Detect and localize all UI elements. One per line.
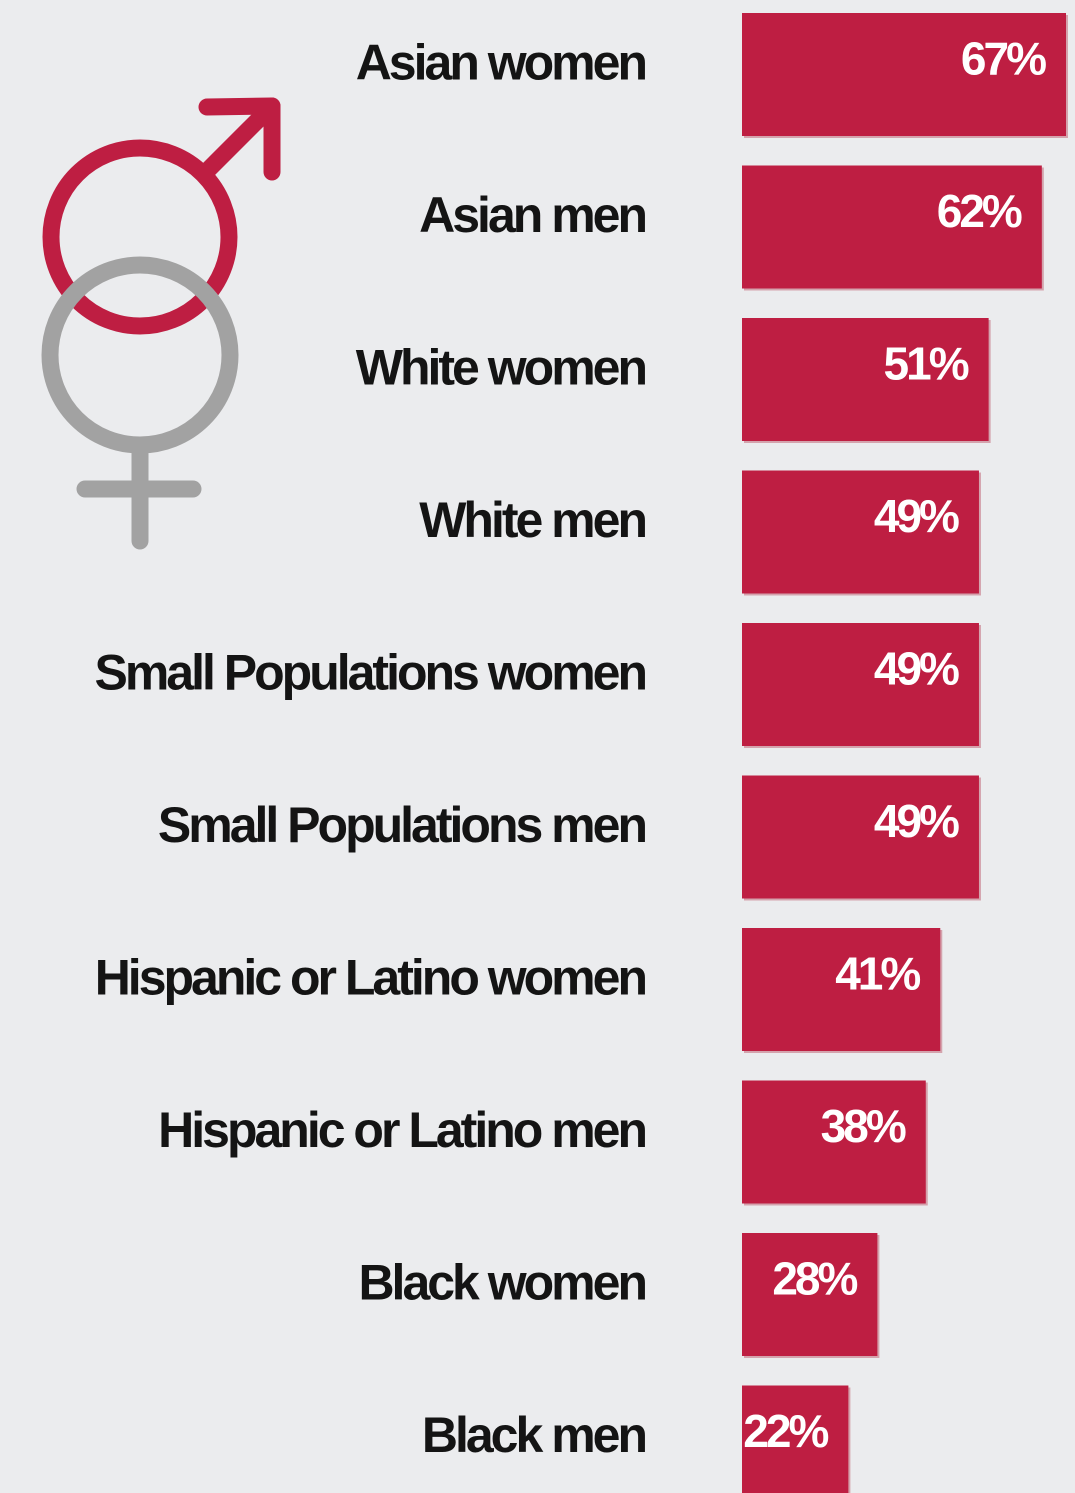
category-label: Black women <box>358 1255 645 1311</box>
data-label: 67% <box>961 33 1046 85</box>
data-label: 28% <box>772 1253 857 1305</box>
category-label: Black men <box>422 1407 646 1463</box>
female-symbol-icon <box>41 256 239 550</box>
bar <box>742 1233 878 1356</box>
data-label: 51% <box>884 338 969 390</box>
category-label: Small Populations men <box>158 797 646 853</box>
data-label: 49% <box>874 490 959 542</box>
category-label: Small Populations women <box>94 645 645 701</box>
data-label: 38% <box>821 1100 906 1152</box>
category-label: Asian women <box>356 35 646 91</box>
bar <box>742 1080 926 1204</box>
bar <box>742 775 979 899</box>
category-label: White women <box>356 340 646 396</box>
male-symbol-icon <box>42 97 281 335</box>
category-label: Asian men <box>419 187 645 243</box>
bar <box>742 165 1042 289</box>
data-label: 49% <box>874 795 959 847</box>
data-label: 22% <box>743 1405 828 1457</box>
bar <box>742 623 979 746</box>
data-label: 49% <box>874 643 959 695</box>
category-label: Hispanic or Latino women <box>95 950 646 1006</box>
bar <box>742 470 979 594</box>
data-label: 41% <box>835 948 920 1000</box>
bar <box>742 318 989 441</box>
bar <box>742 1385 849 1493</box>
category-label: Hispanic or Latino men <box>158 1102 645 1158</box>
gender-symbol-icon <box>41 97 281 550</box>
bars-group: Asian women 67% Asian men 62% White women 51%… <box>94 13 1068 1493</box>
data-label: 62% <box>937 185 1022 237</box>
bar <box>742 13 1066 136</box>
bar <box>742 928 941 1051</box>
category-label: White men <box>419 492 645 548</box>
